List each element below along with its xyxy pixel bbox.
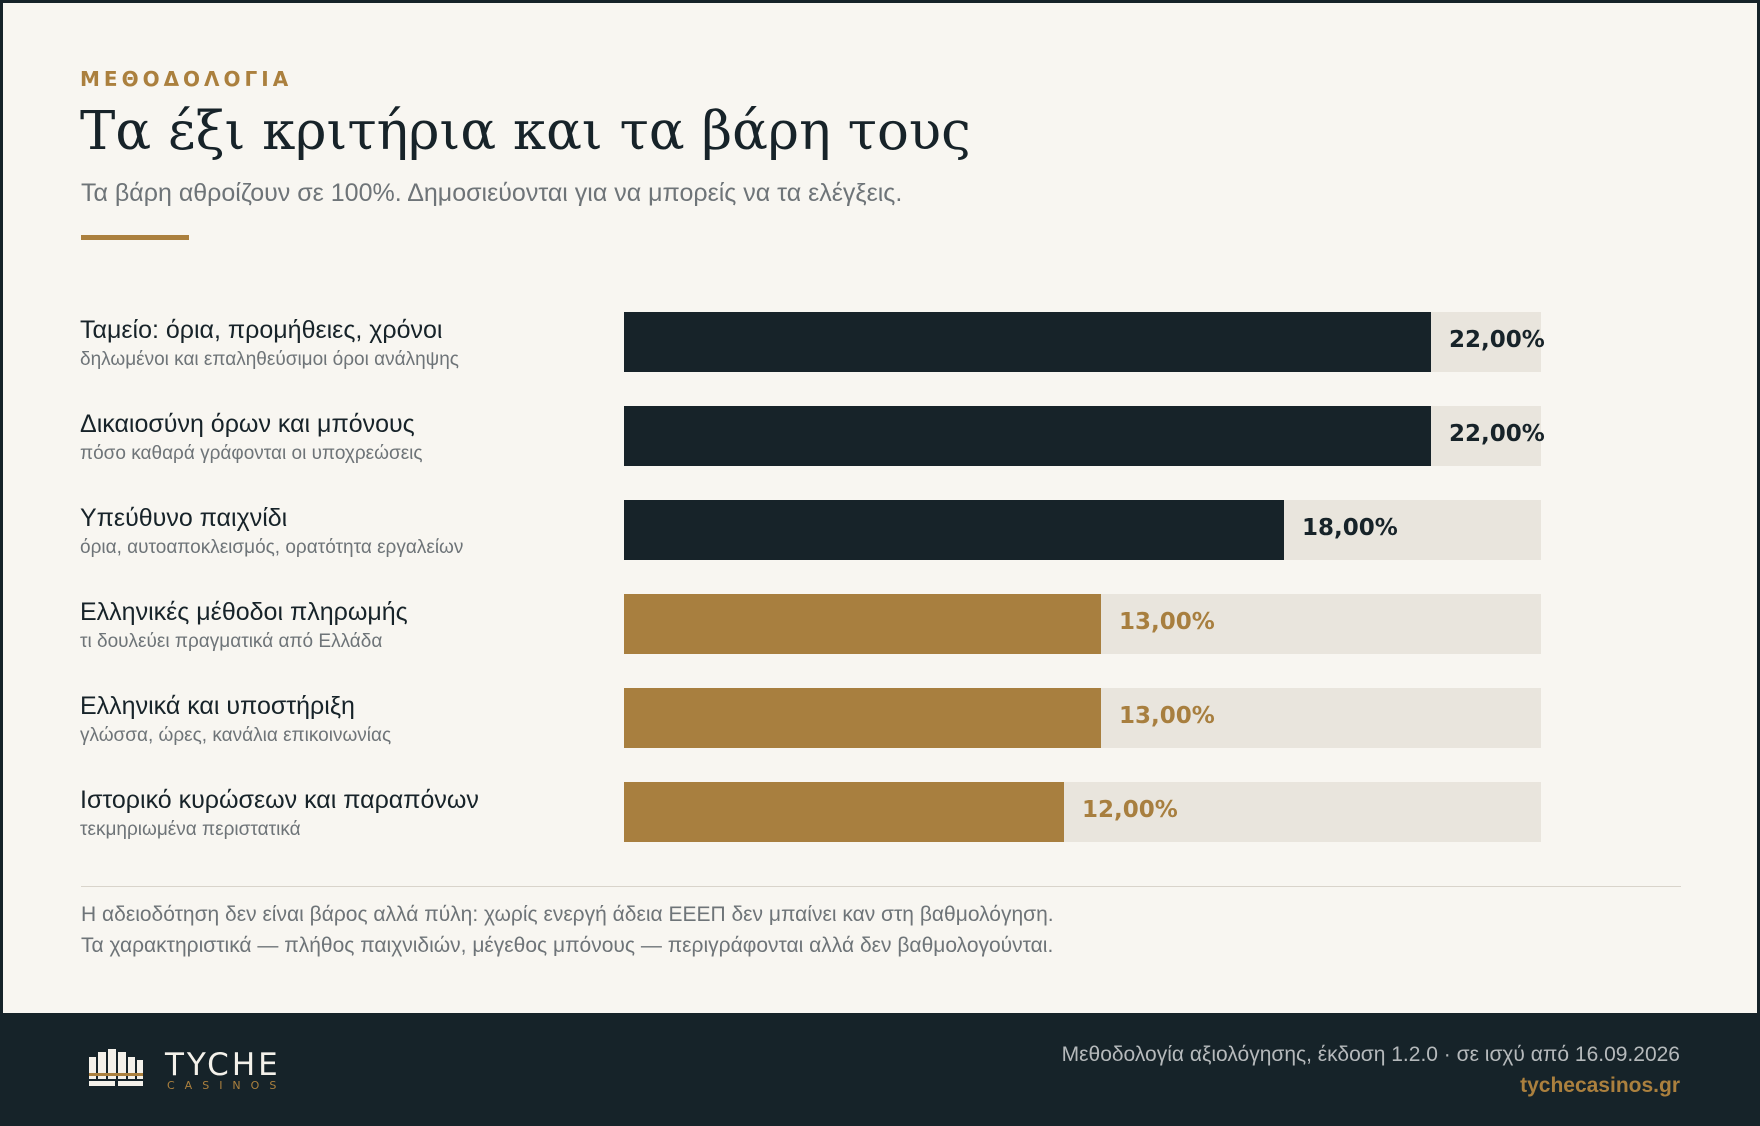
bar-track: 22,00% <box>624 406 1545 466</box>
bar-value-label: 22,00% <box>1449 421 1545 447</box>
bar-track: 18,00% <box>624 500 1541 560</box>
bar <box>624 594 1101 654</box>
features-note: Τα χαρακτηριστικά — πλήθος παιχνιδιών, μ… <box>81 934 1054 957</box>
criterion-description: γλώσσα, ώρες, κανάλια επικοινωνίας <box>80 725 392 746</box>
site-link[interactable]: tychecasinos.gr <box>1520 1074 1680 1097</box>
bar <box>624 406 1431 466</box>
criterion-label: Ελληνικά και υποστήριξη <box>80 692 355 720</box>
criterion-description: όρια, αυτοαποκλεισμός, ορατότητα εργαλεί… <box>80 537 464 558</box>
bar-value-label: 22,00% <box>1449 327 1545 353</box>
criterion-description: πόσο καθαρά γράφονται οι υποχρεώσεις <box>80 443 423 464</box>
brand-subtitle: CASINOS <box>167 1079 287 1092</box>
criterion-description: τι δουλεύει πραγματικά από Ελλάδα <box>80 631 383 652</box>
accent-rule <box>81 235 189 240</box>
page-subtitle: Τα βάρη αθροίζουν σε 100%. Δημοσιεύονται… <box>81 179 903 207</box>
bar-track: 22,00% <box>624 312 1545 372</box>
criterion-label: Ελληνικές μέθοδοι πληρωμής <box>80 598 408 626</box>
bar <box>624 688 1101 748</box>
criterion-label: Ιστορικό κυρώσεων και παραπόνων <box>80 786 479 814</box>
criterion-label: Υπεύθυνο παιχνίδι <box>80 504 288 532</box>
divider <box>81 886 1681 887</box>
bar-value-label: 18,00% <box>1302 515 1398 541</box>
section-eyebrow: ΜΕΘΟΔΟΛΟΓΙΑ <box>80 67 293 91</box>
page-title: Τα έξι κριτήρια και τα βάρη τους <box>80 101 971 162</box>
bar-track: 13,00% <box>624 594 1541 654</box>
methodology-version: Μεθοδολογία αξιολόγησης, έκδοση 1.2.0 · … <box>1061 1043 1680 1066</box>
bar <box>624 782 1064 842</box>
licensing-note: Η αδειοδότηση δεν είναι βάρος αλλά πύλη:… <box>81 903 1054 926</box>
criterion-row: Ελληνικά και υποστήριξη γλώσσα, ώρες, καν… <box>3 688 1757 748</box>
footer: TYCHE CASINOS Μεθοδολογία αξιολόγησης, έ… <box>0 1013 1760 1126</box>
criterion-row: Δικαιοσύνη όρων και μπόνους πόσο καθαρά γ… <box>3 406 1757 466</box>
bar-track: 12,00% <box>624 782 1541 842</box>
criterion-description: δηλωμένοι και επαληθεύσιμοι όροι ανάληψη… <box>80 349 459 370</box>
bar-value-label: 12,00% <box>1082 797 1178 823</box>
methodology-card: ΜΕΘΟΔΟΛΟΓΙΑ Τα έξι κριτήρια και τα βάρη … <box>3 3 1757 1013</box>
bar <box>624 500 1284 560</box>
criterion-row: Ιστορικό κυρώσεων και παραπόνων τεκμηριωμ… <box>3 782 1757 842</box>
castle-logo-icon <box>89 1049 143 1086</box>
criterion-description: τεκμηριωμένα περιστατικά <box>80 819 301 840</box>
criterion-row: Ταμείο: όρια, προμήθειες, χρόνοι δηλωμένο… <box>3 312 1757 372</box>
brand-name: TYCHE <box>165 1047 281 1083</box>
bar-track: 13,00% <box>624 688 1541 748</box>
bar-value-label: 13,00% <box>1119 703 1215 729</box>
bar-value-label: 13,00% <box>1119 609 1215 635</box>
criterion-row: Υπεύθυνο παιχνίδι όρια, αυτοαποκλεισμός, … <box>3 500 1757 560</box>
criterion-label: Δικαιοσύνη όρων και μπόνους <box>80 410 415 438</box>
criterion-label: Ταμείο: όρια, προμήθειες, χρόνοι <box>80 316 443 344</box>
criterion-row: Ελληνικές μέθοδοι πληρωμής τι δουλεύει πρ… <box>3 594 1757 654</box>
bar <box>624 312 1431 372</box>
